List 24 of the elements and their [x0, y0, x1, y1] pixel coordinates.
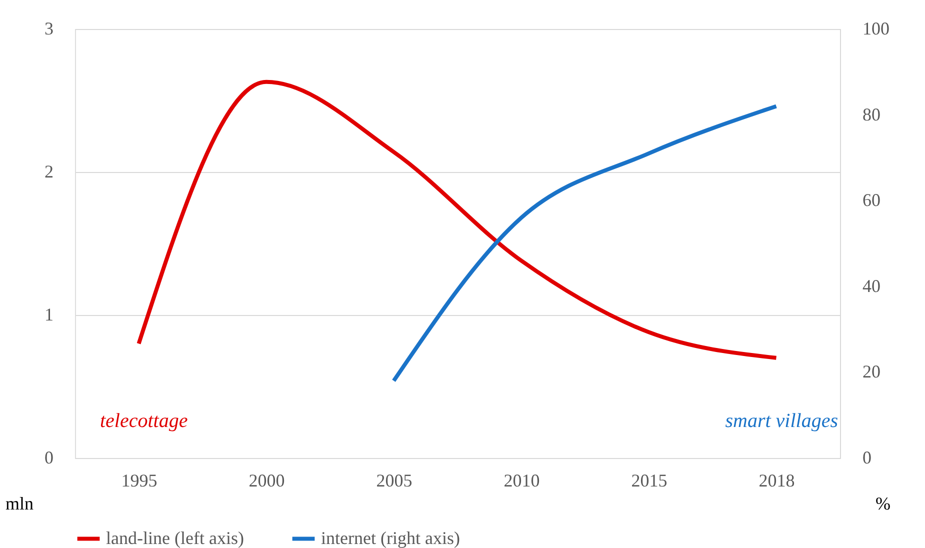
y2-tick-label: 80	[862, 104, 880, 124]
x-tick-label: 2005	[376, 470, 412, 490]
y-tick-label: 0	[44, 448, 54, 468]
y-axis-title: mln	[6, 494, 34, 514]
x-tick-label: 2000	[248, 470, 285, 490]
y-tick-label: 1	[44, 304, 54, 324]
x-tick-label: 2010	[504, 470, 540, 490]
y-tick-label: 2	[44, 162, 54, 182]
y2-axis-title: %	[876, 494, 890, 514]
x-tick-label: 2015	[631, 470, 668, 490]
y2-tick-label: 20	[862, 362, 880, 382]
y2-tick-label: 100	[862, 18, 890, 38]
y2-tick-label: 40	[862, 276, 880, 296]
y2-tick-label: 0	[862, 448, 872, 468]
annotation: smart villages	[725, 410, 838, 432]
x-tick-label: 1995	[121, 470, 158, 490]
legend-label: internet (right axis)	[321, 528, 460, 548]
legend-label: land-line (left axis)	[106, 528, 244, 548]
line-series	[136, 80, 778, 360]
annotation: telecottage	[100, 410, 188, 432]
y-tick-label: 3	[44, 18, 54, 38]
line-series	[392, 104, 778, 383]
x-tick-label: 2018	[758, 470, 795, 490]
y2-tick-label: 60	[862, 190, 880, 210]
